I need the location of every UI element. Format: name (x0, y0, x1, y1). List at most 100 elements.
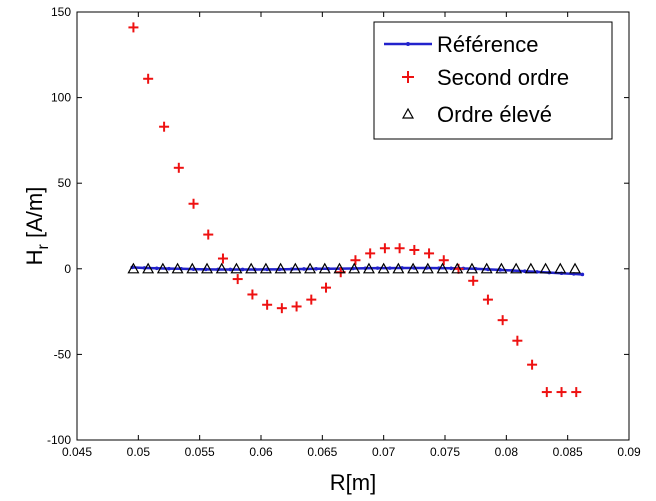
reference-point (314, 267, 319, 271)
series-2 (127, 262, 582, 274)
ordre-eleve-point (436, 262, 449, 274)
ordre-eleve-point (274, 262, 287, 274)
ordre-eleve-point (524, 262, 537, 274)
y-axis-label-main: H (22, 249, 47, 265)
second-ordre-point (247, 289, 258, 300)
second-ordre-point (159, 121, 170, 132)
x-tick-label: 0.09 (617, 445, 641, 459)
second-ordre-point (482, 294, 493, 305)
reference-point (302, 267, 306, 271)
x-tick-label: 0.045 (62, 445, 92, 459)
ordre-eleve-point (171, 262, 184, 274)
ordre-eleve-point (127, 262, 140, 274)
second-ordre-point (527, 359, 538, 370)
second-ordre-point (365, 248, 376, 259)
second-ordre-point (541, 387, 552, 398)
ordre-eleve-point (510, 262, 523, 274)
reference-line (132, 266, 583, 276)
x-tick-label: 0.065 (307, 445, 337, 459)
reference-point (228, 267, 233, 272)
legend-marker-ordre-eleve (401, 107, 415, 119)
ordre-eleve-point (348, 262, 361, 274)
y-tick-label: 50 (58, 176, 72, 190)
legend: Référence Second ordre Ordre élevé (373, 21, 613, 140)
legend-label-second-ordre: Second ordre (437, 65, 569, 90)
x-tick-label: 0.06 (249, 445, 273, 459)
ordre-eleve-point (451, 262, 464, 274)
second-ordre-point (232, 274, 243, 285)
ordre-eleve-point (230, 262, 243, 274)
y-tick-label: 150 (51, 5, 71, 19)
ordre-eleve-point (392, 262, 405, 274)
legend-label-ordre-eleve: Ordre élevé (437, 102, 552, 127)
y-axis: -100 -50 0 50 100 150 (47, 5, 629, 447)
x-tick-label: 0.07 (372, 445, 396, 459)
reference-point (498, 268, 503, 272)
ordre-eleve-point (407, 262, 420, 274)
second-ordre-point (128, 22, 139, 33)
ordre-eleve-point (554, 262, 567, 274)
second-ordre-point (188, 198, 199, 209)
reference-point (388, 266, 392, 270)
legend-marker-reference-dot (406, 42, 410, 46)
reference-point (167, 266, 171, 271)
ordre-eleve-point (465, 262, 479, 274)
ordre-eleve-point (377, 262, 390, 274)
legend-label-reference: Référence (437, 32, 539, 57)
reference-point (449, 266, 453, 271)
second-ordre-point (512, 335, 523, 346)
x-axis: 0.045 0.05 0.055 0.06 0.065 0.07 0.075 0.08 0.08… (62, 12, 641, 459)
x-axis-label: R[m] (330, 470, 376, 495)
ordre-eleve-point (156, 262, 169, 274)
legend-marker-second-ordre (402, 71, 414, 83)
second-ordre-point (497, 315, 508, 326)
second-ordre-point (468, 275, 479, 286)
second-ordre-point (571, 387, 582, 398)
x-tick-label: 0.085 (553, 445, 583, 459)
second-ordre-point (276, 303, 287, 314)
y-tick-label: -100 (47, 433, 71, 447)
second-ordre-point (306, 294, 317, 305)
reference-point (580, 272, 585, 277)
second-ordre-point (379, 243, 390, 254)
y-axis-label-sub: r (35, 243, 52, 249)
legend-markers (384, 42, 432, 119)
legend-box (373, 21, 613, 140)
ordre-eleve-point (480, 262, 493, 274)
y-axis-label-unit: [A/m] (22, 187, 47, 244)
second-ordre-point (217, 253, 228, 264)
x-tick-label: 0.05 (127, 445, 151, 459)
second-ordre-point (203, 229, 214, 240)
y-tick-label: 100 (51, 91, 71, 105)
reference-point (154, 266, 159, 271)
x-tick-label: 0.08 (495, 445, 519, 459)
ordre-eleve-point (318, 262, 331, 274)
ordre-eleve-point (569, 262, 582, 274)
second-ordre-point (350, 255, 361, 266)
ordre-eleve-point (142, 262, 155, 274)
ordre-eleve-point (421, 262, 434, 274)
y-tick-label: -50 (54, 347, 72, 361)
second-ordre-point (409, 244, 420, 255)
y-axis-label: Hr [A/m] (22, 187, 52, 266)
second-ordre-point (394, 243, 405, 254)
ordre-eleve-point (186, 262, 199, 274)
second-ordre-point (173, 162, 184, 173)
ordre-eleve-point (304, 262, 317, 274)
ordre-eleve-point (201, 262, 214, 274)
second-ordre-point (262, 299, 273, 310)
ordre-eleve-point (259, 262, 272, 274)
series-layer (127, 22, 585, 398)
ordre-eleve-point (289, 262, 302, 274)
reference-point (375, 266, 380, 270)
ordre-eleve-point (245, 262, 258, 274)
series-1 (128, 22, 582, 398)
ordre-eleve-point (495, 262, 508, 274)
x-tick-label: 0.075 (430, 445, 460, 459)
y-tick-label: 0 (64, 262, 71, 276)
ordre-eleve-point (539, 262, 552, 274)
reference-point (240, 267, 245, 272)
ordre-eleve-point (215, 262, 228, 274)
second-ordre-point (438, 255, 449, 266)
